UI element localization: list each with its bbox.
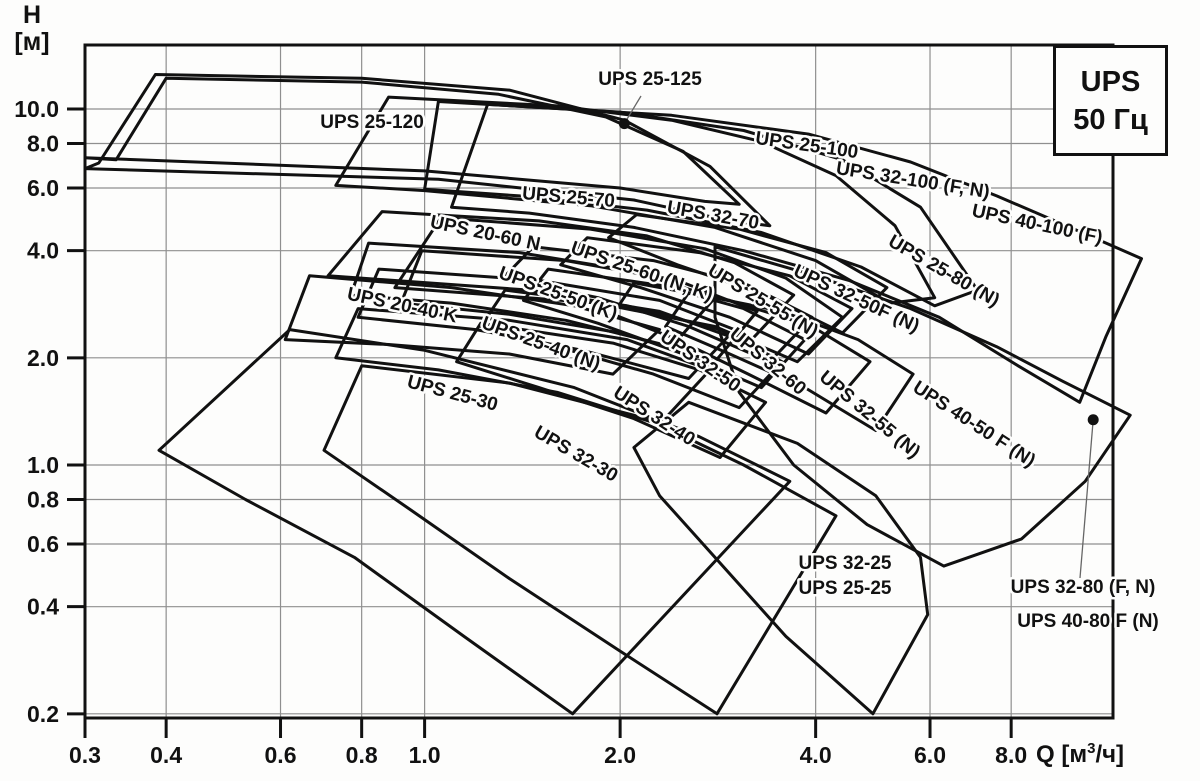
x-axis-name: Q xyxy=(1036,741,1055,768)
y-tick-label-0.6: 0.6 xyxy=(27,531,59,557)
envelope-ups-32-100-f-n xyxy=(423,100,979,308)
ups-32-80-point xyxy=(1087,414,1099,426)
envelope-ups-25-30 xyxy=(157,328,792,716)
envelope-ups-25-125 xyxy=(83,73,772,228)
chart-title-box: UPS 50 Гц xyxy=(1053,45,1168,156)
plot-frame xyxy=(83,43,1115,720)
x-tick-label-1.0: 1.0 xyxy=(409,742,441,768)
x-axis-unit: [м3/ч] xyxy=(1061,740,1125,768)
ups-25-125-point xyxy=(618,118,630,130)
ups-32-80-point-leader xyxy=(1079,419,1094,579)
x-tick-label-0.3: 0.3 xyxy=(69,742,101,768)
y-tick-label-1.0: 1.0 xyxy=(27,452,59,478)
x-axis-title: Q [м3/ч] xyxy=(1036,740,1124,769)
envelope-ups-32-50 xyxy=(479,288,784,410)
envelope-ups-25-60-n-k xyxy=(399,249,759,364)
curve-label-ups-25-25: UPS 25-25 xyxy=(799,578,892,599)
y-tick-label-0.8: 0.8 xyxy=(27,486,59,512)
curve-label-ups-32-80-f-n: UPS 32-80 (F, N) xyxy=(1011,577,1156,598)
envelope-ups-32-25-25-25 xyxy=(632,400,930,716)
y-tick-label-2.0: 2.0 xyxy=(27,345,59,371)
y-tick-label-6.0: 6.0 xyxy=(27,175,59,201)
envelope-ups-20-40-k xyxy=(283,274,662,376)
x-tick-label-0.6: 0.6 xyxy=(265,742,297,768)
x-tick-label-2.0: 2.0 xyxy=(604,742,636,768)
envelope-ups-32-55-n xyxy=(611,281,872,415)
envelope-ups-25-100 xyxy=(334,95,937,305)
y-tick-label-10.0: 10.0 xyxy=(14,96,59,122)
envelope-ups-32-40 xyxy=(455,321,768,459)
y-tick-label-8.0: 8.0 xyxy=(27,130,59,156)
chart-title-line1: UPS xyxy=(1080,65,1141,98)
curve-label-ups-25-120: UPS 25-120 xyxy=(320,112,424,133)
envelope-ups-25-40-n xyxy=(334,307,712,426)
x-tick-label-0.8: 0.8 xyxy=(346,742,378,768)
x-tick-label-8.0: 8.0 xyxy=(995,742,1027,768)
curve-label-ups-25-125: UPS 25-125 xyxy=(598,69,702,90)
x-tick-label-0.4: 0.4 xyxy=(150,742,182,768)
y-axis-unit: [м] xyxy=(14,28,50,56)
envelope-ups-25-50-k xyxy=(356,267,736,380)
envelope-ups-32-80-40-80 xyxy=(713,245,1132,568)
curve-label-ups-40-80-f-n: UPS 40-80 F (N) xyxy=(1017,611,1158,632)
y-axis-title: H [м] xyxy=(6,2,58,56)
y-axis-name: H xyxy=(22,1,42,29)
envelope-ups-32-60 xyxy=(522,267,807,390)
chart-title-line2: 50 Гц xyxy=(1073,103,1148,136)
x-tick-label-4.0: 4.0 xyxy=(800,742,832,768)
y-tick-label-0.2: 0.2 xyxy=(27,701,59,727)
envelope-ups-40-100-f xyxy=(450,102,1143,404)
envelope-ups-25-120 xyxy=(83,76,741,206)
y-tick-label-4.0: 4.0 xyxy=(27,238,59,264)
x-tick-label-6.0: 6.0 xyxy=(914,742,946,768)
curve-label-ups-32-25: UPS 32-25 xyxy=(799,553,892,574)
envelope-ups-40-50-f-n xyxy=(664,291,915,432)
envelope-ups-25-80-n xyxy=(607,213,889,335)
y-tick-label-0.4: 0.4 xyxy=(27,594,59,620)
